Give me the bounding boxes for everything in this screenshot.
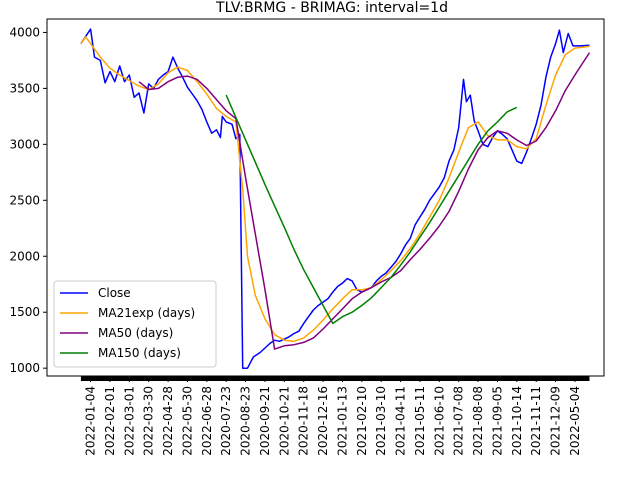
x-tick-label: 2022-03-01 bbox=[122, 386, 136, 456]
x-tick-label: 2022-04-28 bbox=[161, 386, 175, 456]
x-tick-label: 2021-07-08 bbox=[452, 386, 466, 456]
y-tick-label: 3000 bbox=[9, 137, 40, 151]
x-tick-label: 2020-11-18 bbox=[297, 386, 311, 456]
x-tick-label: 2021-10-14 bbox=[510, 386, 524, 456]
x-tick-label: 2022-05-30 bbox=[180, 386, 194, 456]
x-tick-label: 2021-03-10 bbox=[374, 386, 388, 456]
x-axis: 2022-01-04 2022-02-01 2022-03-01 2022-03-30… bbox=[80, 376, 590, 456]
y-tick-label: 3500 bbox=[9, 81, 40, 95]
y-tick-label: 1000 bbox=[9, 361, 40, 375]
x-tick-label: 2020-12-16 bbox=[316, 386, 330, 456]
series-lines bbox=[80, 28, 591, 369]
x-tick-label: 2021-02-10 bbox=[355, 386, 369, 456]
x-tick-label: 2021-11-11 bbox=[529, 386, 543, 456]
series-line-close bbox=[80, 28, 590, 369]
x-tick-label: 2022-01-04 bbox=[84, 386, 98, 456]
x-tick-label: 2021-04-11 bbox=[394, 386, 408, 456]
legend-label: Close bbox=[98, 286, 131, 300]
x-tick-label: 2020-09-21 bbox=[258, 386, 272, 456]
x-minor-ticks bbox=[80, 376, 590, 381]
x-tick-label: 2021-06-10 bbox=[432, 386, 446, 456]
x-tick-label: 2020-08-23 bbox=[239, 386, 253, 456]
chart-title: TLV:BRMG - BRIMAG: interval=1d bbox=[215, 0, 448, 16]
x-tick-label: 2021-12-09 bbox=[549, 386, 563, 456]
series-line-ma21exp-days bbox=[80, 36, 590, 343]
x-tick-label: 2020-10-21 bbox=[277, 386, 291, 456]
y-tick-label: 2500 bbox=[9, 193, 40, 207]
y-tick-label: 4000 bbox=[9, 25, 40, 39]
legend-box bbox=[53, 280, 217, 368]
x-tick-label: 2022-03-30 bbox=[142, 386, 156, 456]
x-tick-label: 2022-05-04 bbox=[568, 386, 582, 456]
y-axis: 1000 1500 2000 2500 3000 3500 4000 bbox=[9, 25, 47, 375]
legend-label: MA150 (days) bbox=[98, 346, 181, 360]
legend: Close MA21exp (days) MA50 (days) MA150 (day… bbox=[53, 280, 217, 368]
y-tick-label: 2000 bbox=[9, 249, 40, 263]
legend-label: MA21exp (days) bbox=[98, 306, 195, 320]
series-line-ma150-days bbox=[225, 94, 518, 325]
x-tick-label: 2021-09-05 bbox=[490, 386, 504, 456]
x-tick-label: 2021-08-08 bbox=[471, 386, 485, 456]
x-tick-label: 2022-02-01 bbox=[103, 386, 117, 456]
y-tick-label: 1500 bbox=[9, 305, 40, 319]
x-tick-label: 2021-05-11 bbox=[413, 386, 427, 456]
legend-label: MA50 (days) bbox=[98, 326, 173, 340]
series-line-ma50-days bbox=[138, 52, 591, 350]
x-tick-label: 2021-01-13 bbox=[335, 386, 349, 456]
x-tick-label: 2022-06-28 bbox=[200, 386, 214, 456]
x-tick-label: 2020-07-23 bbox=[219, 386, 233, 456]
